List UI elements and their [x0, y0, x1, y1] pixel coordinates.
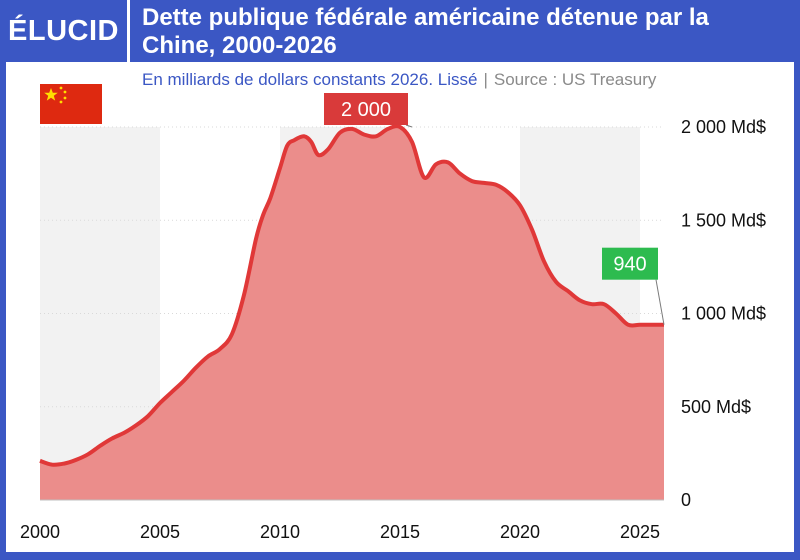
- y-tick-label-3: 1 500 Md$: [681, 210, 766, 230]
- y-tick-label-2: 1 000 Md$: [681, 304, 766, 324]
- china-flag-icon: [40, 84, 102, 124]
- subtitle-separator: |: [483, 70, 488, 89]
- chart-title: Dette publique fédérale américaine déten…: [142, 4, 709, 59]
- header-bar: ÉLUCID Dette publique fédérale américain…: [0, 0, 800, 62]
- x-tick-label-0: 2000: [20, 522, 60, 542]
- annotation-label-1: 940: [613, 254, 646, 276]
- annotation-box-1: [602, 247, 658, 280]
- y-tick-label-1: 500 Md$: [681, 397, 751, 417]
- annotation-leader-1: [655, 279, 665, 325]
- subtitle-text: En milliards de dollars constants 2026. …: [142, 70, 478, 89]
- x-tick-label-3: 2015: [380, 522, 420, 542]
- source-text: Source : US Treasury: [493, 70, 657, 89]
- series-area: [40, 126, 664, 501]
- watermark-text: elucid.media: [680, 529, 780, 544]
- footer-url: www.elucid.media: [686, 545, 764, 554]
- x-tick-label-5: 2025: [620, 522, 660, 542]
- series-line: [39, 124, 664, 467]
- annotation-leader-0: [405, 124, 413, 128]
- annotation-box-0: [324, 93, 408, 125]
- chart-subtitle: En milliards de dollars constants 2026. …: [142, 70, 656, 90]
- x-tick-label-2: 2010: [260, 522, 300, 542]
- x-tick-label-1: 2005: [140, 522, 180, 542]
- logo-box[interactable]: ÉLUCID: [0, 0, 130, 62]
- y-tick-label-0: 0: [681, 490, 691, 510]
- x-tick-label-4: 2020: [500, 522, 540, 542]
- y-tick-label-4: 2 000 Md$: [681, 117, 766, 137]
- elucid-logo: ÉLUCID: [8, 14, 119, 47]
- annotation-label-0: 2 000: [341, 99, 391, 121]
